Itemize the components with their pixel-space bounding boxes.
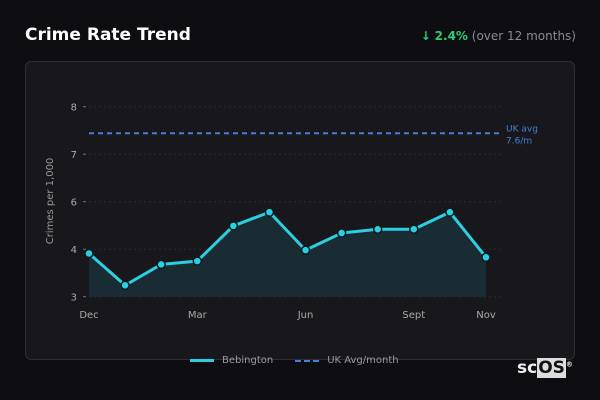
change-percent: 2.4% — [434, 29, 468, 43]
page-title: Crime Rate Trend — [25, 25, 191, 45]
uk-avg-label: UK avg — [506, 124, 538, 134]
legend: Bebington UK Avg/month — [190, 355, 399, 366]
y-tick-label: 8 — [71, 103, 77, 114]
y-tick-label: 3 — [71, 293, 77, 304]
area-fill — [89, 212, 486, 297]
data-point — [300, 245, 311, 255]
data-point — [481, 252, 491, 263]
data-point — [84, 248, 94, 259]
y-tick-label: 4 — [71, 245, 77, 256]
data-point — [120, 280, 130, 291]
chart-card — [25, 61, 575, 360]
data-point — [192, 256, 203, 266]
data-point — [372, 224, 383, 234]
dashed-line-swatch-icon — [295, 359, 320, 362]
uk-avg-value: 7.6/m — [506, 136, 532, 146]
legend-item-bebington[interactable]: Bebington — [190, 355, 273, 366]
x-tick-label: Sept — [402, 310, 425, 321]
solid-line-swatch-icon — [190, 359, 214, 362]
data-point — [228, 221, 239, 231]
trend-change: ↓ 2.4% (over 12 months) — [421, 29, 576, 43]
x-tick-label: Mar — [188, 310, 208, 321]
x-tick-label: Nov — [476, 310, 496, 321]
data-point — [156, 259, 166, 270]
scos-logo: scOS® — [517, 358, 573, 378]
x-tick-label: Dec — [79, 310, 98, 321]
change-period: (over 12 months) — [471, 29, 576, 43]
y-axis-label: Crimes per 1,000 — [45, 158, 56, 245]
data-point — [336, 228, 347, 238]
legend-item-uk-avg[interactable]: UK Avg/month — [295, 355, 399, 366]
data-point — [409, 224, 419, 234]
series-line-bebington — [88, 210, 488, 287]
data-point — [445, 207, 455, 217]
down-arrow-icon: ↓ — [420, 29, 431, 43]
x-tick-label: Jun — [297, 310, 314, 321]
y-tick-label: 7 — [71, 150, 77, 161]
data-point — [264, 207, 275, 217]
y-tick-label: 6 — [71, 198, 77, 209]
